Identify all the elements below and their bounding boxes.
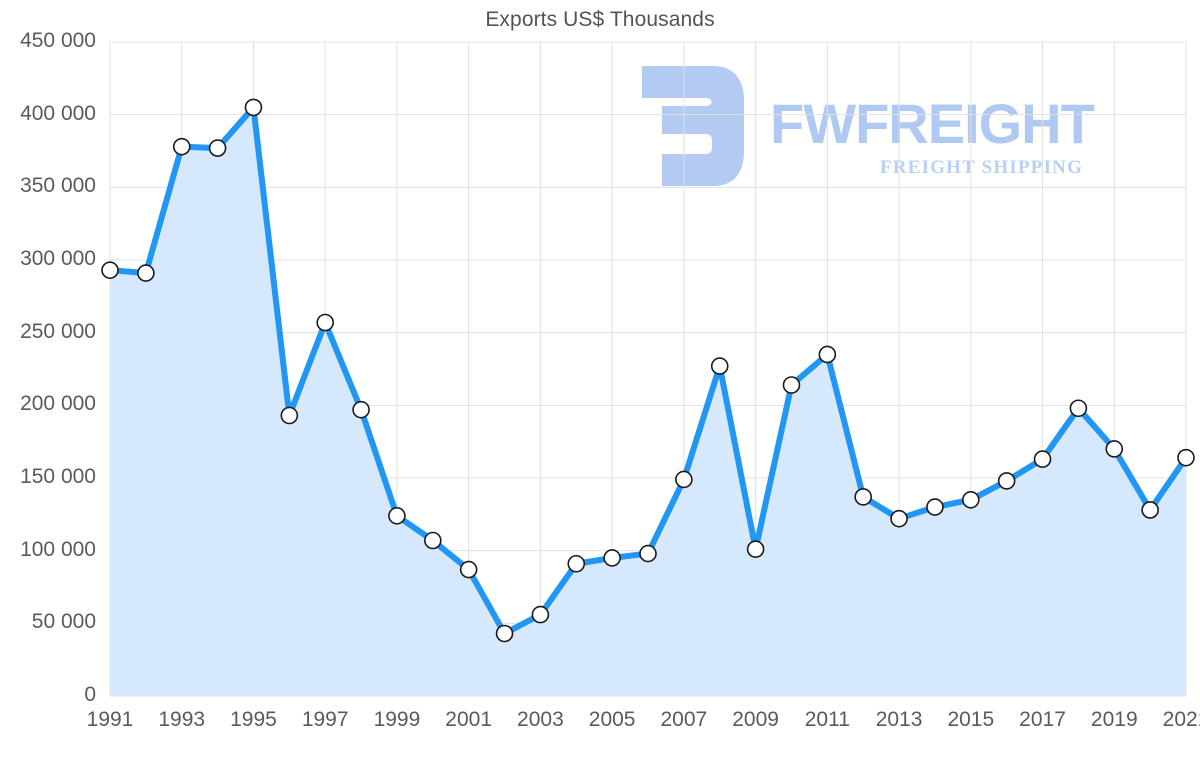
x-axis-tick-label: 2003 bbox=[517, 708, 564, 731]
area-fill bbox=[110, 107, 1186, 696]
x-axis-tick-label: 2019 bbox=[1090, 708, 1138, 731]
data-point-marker[interactable]: 2011: 235000 bbox=[818, 345, 837, 364]
x-axis-tick-label: 2013 bbox=[875, 708, 923, 731]
chart-title: Exports US$ Thousands bbox=[485, 8, 715, 31]
data-point-marker[interactable]: 1991: 293000 bbox=[101, 261, 119, 279]
y-axis-tick-label: 450 000 bbox=[20, 29, 96, 52]
data-point-marker[interactable]: 2002: 43000 bbox=[495, 624, 514, 643]
data-point-marker[interactable]: 2018: 198000 bbox=[1069, 399, 1088, 418]
data-point-marker[interactable]: 2012: 137000 bbox=[854, 488, 873, 506]
data-point-marker[interactable]: 2004: 91000 bbox=[567, 554, 586, 573]
data-point-marker[interactable]: 1992: 291000 bbox=[137, 264, 155, 282]
data-point-marker[interactable]: 2019: 170000 bbox=[1105, 440, 1124, 458]
y-axis-tick-label: 200 000 bbox=[20, 392, 96, 416]
data-point-marker[interactable]: 2021: 164000 bbox=[1177, 448, 1195, 467]
y-axis-tick-label: 350 000 bbox=[20, 174, 96, 198]
x-axis-tick-label: 2011 bbox=[804, 708, 850, 731]
data-markers: 1991: 293000 1992: 291000 1993: 378000 1994… bbox=[101, 98, 1195, 643]
x-axis-tick-label: 1993 bbox=[158, 708, 206, 731]
x-axis-tick-label: 1999 bbox=[373, 708, 421, 731]
y-axis-tick-label: 150 000 bbox=[20, 465, 96, 488]
data-point-marker[interactable]: 2005: 95000 bbox=[603, 549, 621, 567]
data-point-marker[interactable]: 2003: 56000 bbox=[531, 605, 550, 624]
x-axis-tick-label: 2005 bbox=[588, 708, 636, 731]
x-axis-tick-label: 2017 bbox=[1019, 708, 1066, 731]
data-point-marker[interactable]: 2013: 122000 bbox=[890, 509, 908, 528]
data-point-marker[interactable]: 2014: 130000 bbox=[926, 498, 944, 516]
x-axis-tick-label: 1995 bbox=[230, 708, 277, 731]
data-point-marker[interactable]: 2020: 128000 bbox=[1141, 501, 1159, 519]
x-axis-tick-label: 2009 bbox=[732, 708, 779, 731]
y-axis-tick-label: 400 000 bbox=[20, 101, 96, 125]
data-point-marker[interactable]: 2007: 149000 bbox=[675, 470, 693, 489]
data-point-marker[interactable]: 2006: 98000 bbox=[639, 544, 657, 563]
data-point-marker[interactable]: 2017: 163000 bbox=[1033, 450, 1052, 468]
x-axis-tick-label: 2007 bbox=[660, 708, 708, 731]
data-point-marker[interactable]: 2015: 135000 bbox=[961, 490, 980, 509]
series-area bbox=[110, 107, 1186, 696]
data-point-marker[interactable]: 1999: 124000 bbox=[388, 506, 406, 525]
data-point-marker[interactable]: 2001: 87000 bbox=[459, 560, 478, 579]
x-axis-tick-label: 1997 bbox=[301, 708, 349, 731]
data-point-marker[interactable]: 2008: 227000 bbox=[710, 357, 729, 375]
x-axis-tick-label: 2021 bbox=[1162, 708, 1200, 731]
data-point-marker[interactable]: 1993: 378000 bbox=[172, 137, 191, 156]
y-axis-tick-label: 100 000 bbox=[20, 537, 96, 561]
data-point-marker[interactable]: 2010: 214000 bbox=[782, 376, 801, 394]
y-axis-tick-label: 250 000 bbox=[20, 319, 96, 343]
y-axis-tick-label: 50 000 bbox=[31, 610, 96, 634]
x-axis-tick-label: 2001 bbox=[445, 708, 493, 731]
data-point-marker[interactable]: 1995: 405000 bbox=[244, 98, 263, 117]
data-point-marker[interactable]: 2016: 148000 bbox=[997, 472, 1016, 490]
x-axis-tick-label: 2015 bbox=[947, 708, 995, 731]
data-point-marker[interactable]: 1997: 257000 bbox=[316, 313, 335, 332]
y-axis-tick-label: 300 000 bbox=[20, 247, 96, 270]
data-point-marker[interactable]: 2009: 101000 bbox=[746, 540, 765, 559]
y-axis-tick-label: 0 bbox=[84, 683, 96, 706]
data-point-marker[interactable]: 1996: 193000 bbox=[280, 406, 299, 425]
x-axis-tick-label: 1991 bbox=[86, 708, 134, 731]
data-point-marker[interactable]: 1998: 197000 bbox=[352, 400, 370, 419]
data-point-marker[interactable]: 1994: 377000 bbox=[208, 139, 227, 157]
